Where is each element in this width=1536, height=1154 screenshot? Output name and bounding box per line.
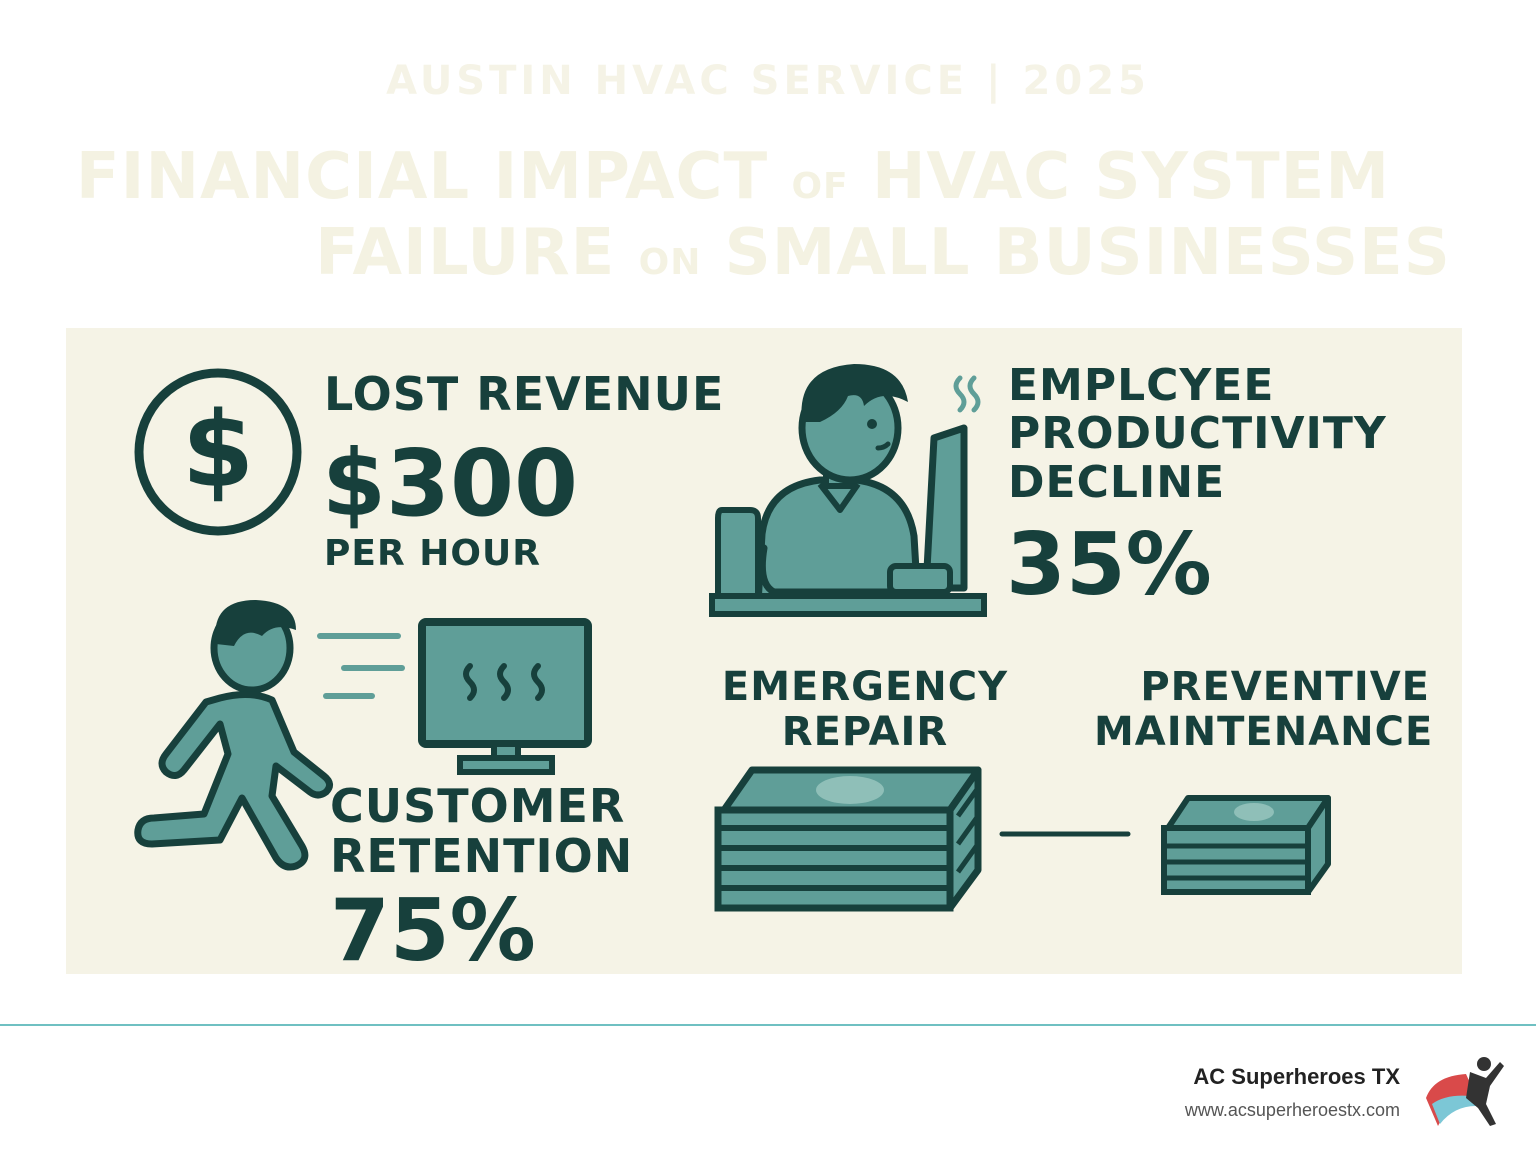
preventive-label-line: MAINTENANCE — [1094, 708, 1434, 755]
dollar-coin-icon: $ — [134, 368, 302, 536]
retention-label-line: RETENTION — [330, 828, 634, 883]
title-part: SMALL BUSINESSES — [724, 216, 1451, 290]
preventive-maintenance-label: PREVENTIVE MAINTENANCE — [1094, 664, 1434, 755]
large-money-stack-icon — [714, 766, 982, 912]
productivity-label-line: EMPLCYEE — [1008, 360, 1275, 411]
comparison-connector — [999, 831, 1131, 837]
title-part-small: OF — [791, 166, 849, 207]
productivity-label: EMPLCYEE PRODUCTIVITY DECLINE — [1008, 360, 1387, 508]
running-customer-icon — [134, 600, 592, 871]
title-part: FAILURE — [315, 216, 616, 290]
svg-text:$: $ — [182, 389, 254, 511]
superhero-logo-icon — [1426, 1057, 1504, 1126]
productivity-label-line: PRODUCTIVITY — [1008, 408, 1387, 460]
retention-label-line: CUSTOMER — [330, 779, 626, 833]
lost-revenue-label: LOST REVENUE — [324, 367, 725, 421]
title-part: FINANCIAL IMPACT — [75, 140, 769, 214]
overheated-worker-icon — [709, 364, 987, 617]
productivity-label-line: DECLINE — [1008, 456, 1226, 508]
lost-revenue-value: $300 — [322, 430, 579, 537]
retention-value: 75% — [330, 881, 536, 981]
title-part: HVAC SYSTEM — [871, 140, 1391, 214]
page-title-line-2: FAILURE ON SMALL BUSINESSES — [0, 216, 1536, 290]
productivity-value: 35% — [1006, 515, 1212, 615]
company-url[interactable]: www.acsuperheroestx.com — [1184, 1100, 1400, 1120]
preventive-label-line: PREVENTIVE — [1140, 664, 1430, 710]
title-part-small: ON — [638, 242, 702, 283]
emergency-label-line: REPAIR — [781, 708, 949, 755]
retention-label: CUSTOMER RETENTION — [330, 779, 634, 883]
lost-revenue-unit: PER HOUR — [324, 533, 541, 574]
top-kicker: AUSTIN HVAC SERVICE | 2025 — [386, 58, 1150, 104]
footer-divider — [0, 1024, 1536, 1026]
emergency-repair-label: EMERGENCY REPAIR — [710, 665, 1020, 755]
emergency-label-line: EMERGENCY — [721, 664, 1009, 710]
company-name: AC Superheroes TX — [1193, 1064, 1400, 1089]
page-title-line-1: FINANCIAL IMPACT OF HVAC SYSTEM — [0, 140, 1536, 214]
small-money-stack-icon — [1161, 795, 1331, 895]
